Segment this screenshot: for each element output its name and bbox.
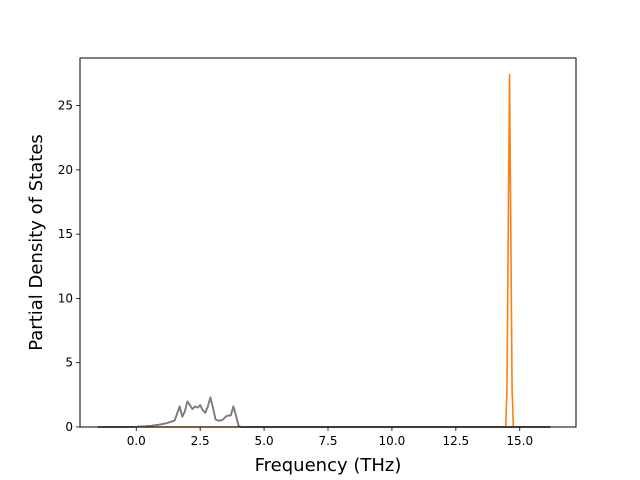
y-tick-label: 5 [65, 356, 73, 370]
x-tick-label: 7.5 [318, 434, 337, 448]
x-tick-label: 10.0 [379, 434, 406, 448]
x-tick-label: 15.0 [506, 434, 533, 448]
x-tick-label: 2.5 [191, 434, 210, 448]
y-tick-label: 0 [65, 420, 73, 434]
y-tick-label: 20 [58, 163, 73, 177]
series-line-5 [97, 396, 551, 428]
x-axis-ticks: 0.0 2.5 5.0 7.5 10.0 12.5 15.0 [127, 427, 533, 448]
y-tick-label: 15 [58, 227, 73, 241]
y-tick-label: 25 [58, 99, 73, 113]
x-axis-title: Frequency (THz) [255, 455, 402, 476]
x-tick-label: 0.0 [127, 434, 146, 448]
y-axis-ticks: 0 5 10 15 20 25 [58, 99, 80, 434]
x-tick-label: 5.0 [255, 434, 274, 448]
y-tick-label: 10 [58, 291, 73, 305]
y-axis-title: Partial Density of States [26, 134, 47, 351]
x-tick-label: 12.5 [442, 434, 469, 448]
